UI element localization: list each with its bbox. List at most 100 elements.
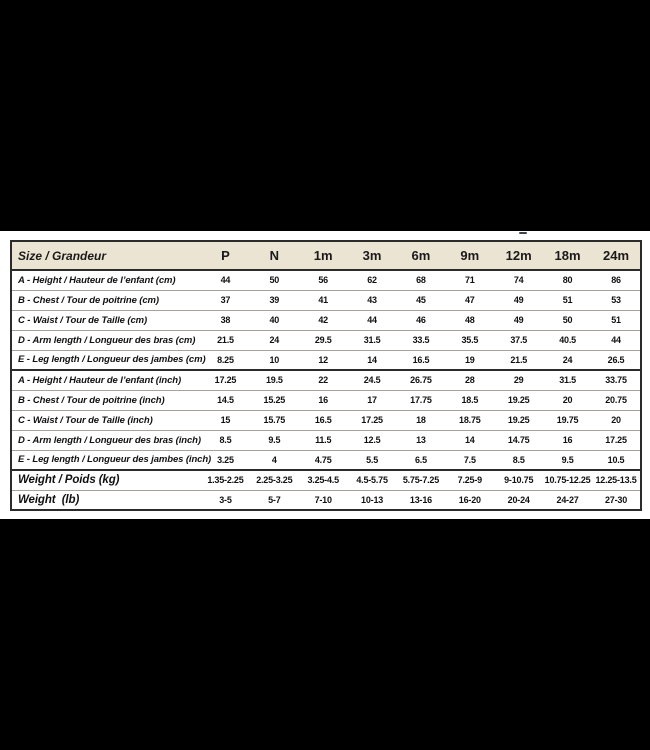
value-cell: 9.5 xyxy=(249,429,299,450)
size-chart-strip: Size / Grandeur P N 1m 3m 6m 9m 12m 18m 24m A - … xyxy=(0,231,650,519)
row-label: A - Height / Hauteur de l’enfant (inch) xyxy=(11,369,201,390)
value-cell: 51 xyxy=(592,309,641,330)
value-cell: 4.5-5.75 xyxy=(347,469,397,490)
value-cell: 21.5 xyxy=(494,349,544,370)
value-cell: 16 xyxy=(543,429,592,450)
value-cell: 9-10.75 xyxy=(494,469,544,490)
value-cell: 50 xyxy=(543,309,592,330)
value-cell: 12.5 xyxy=(347,429,397,450)
value-cell: 19.25 xyxy=(494,389,544,410)
value-cell: 37.5 xyxy=(494,329,544,350)
value-cell: 37 xyxy=(201,289,250,310)
value-cell: 21.5 xyxy=(201,329,250,350)
value-cell: 1.35-2.25 xyxy=(201,469,250,490)
column-header-6m: 6m xyxy=(396,241,446,271)
column-header-12m: 12m xyxy=(494,241,544,271)
value-cell: 49 xyxy=(494,309,544,330)
value-cell: 7-10 xyxy=(298,489,348,510)
value-cell: 50 xyxy=(249,269,299,290)
value-cell: 35.5 xyxy=(445,329,495,350)
value-cell: 20 xyxy=(543,389,592,410)
value-cell: 26.5 xyxy=(592,349,641,370)
table-row: A - Height / Hauteur de l’enfant (cm) 44 5… xyxy=(11,269,641,290)
value-cell: 47 xyxy=(445,289,495,310)
value-cell: 22 xyxy=(298,369,348,390)
row-label: D - Arm length / Longueur des bras (inch… xyxy=(11,429,201,450)
table-row: B - Chest / Tour de poitrine (inch) 14.5 1… xyxy=(11,389,641,410)
value-cell: 38 xyxy=(201,309,250,330)
value-cell: 86 xyxy=(592,269,641,290)
value-cell: 3.25 xyxy=(201,449,250,470)
value-cell: 9.5 xyxy=(543,449,592,470)
value-cell: 10.5 xyxy=(592,449,641,470)
value-cell: 16-20 xyxy=(445,489,495,510)
value-cell: 45 xyxy=(396,289,446,310)
header-row: Size / Grandeur P N 1m 3m 6m 9m 12m 18m 24m xyxy=(11,241,641,271)
value-cell: 15.75 xyxy=(249,409,299,430)
value-cell: 8.25 xyxy=(201,349,250,370)
table-row: E - Leg length / Longueur des jambes (in… xyxy=(11,449,641,470)
value-cell: 28 xyxy=(445,369,495,390)
value-cell: 31.5 xyxy=(543,369,592,390)
value-cell: 17.25 xyxy=(347,409,397,430)
value-cell: 15.25 xyxy=(249,389,299,410)
table-row: B - Chest / Tour de poitrine (cm) 37 39 41 4… xyxy=(11,289,641,310)
row-label: E - Leg length / Longueur des jambes (in… xyxy=(11,449,211,470)
value-cell: 3-5 xyxy=(201,489,250,510)
value-cell: 17 xyxy=(347,389,397,410)
row-label: B - Chest / Tour de poitrine (cm) xyxy=(11,289,201,310)
value-cell: 16 xyxy=(298,389,348,410)
value-cell: 20-24 xyxy=(494,489,544,510)
value-cell: 14.5 xyxy=(201,389,250,410)
value-cell: 10.75-12.25 xyxy=(543,469,592,490)
value-cell: 24-27 xyxy=(543,489,592,510)
value-cell: 4.75 xyxy=(298,449,348,470)
value-cell: 5.5 xyxy=(347,449,397,470)
table-row: D - Arm length / Longueur des bras (cm) 2… xyxy=(11,329,641,350)
row-label: Weight (lb) xyxy=(11,489,201,510)
value-cell: 40 xyxy=(249,309,299,330)
value-cell: 24.5 xyxy=(347,369,397,390)
value-cell: 33.5 xyxy=(396,329,446,350)
value-cell: 11.5 xyxy=(298,429,348,450)
value-cell: 18 xyxy=(396,409,446,430)
value-cell: 5.75-7.25 xyxy=(396,469,446,490)
value-cell: 51 xyxy=(543,289,592,310)
value-cell: 16.5 xyxy=(298,409,348,430)
row-label: B - Chest / Tour de poitrine (inch) xyxy=(11,389,201,410)
value-cell: 17.25 xyxy=(592,429,641,450)
value-cell: 20.75 xyxy=(592,389,641,410)
value-cell: 14.75 xyxy=(494,429,544,450)
value-cell: 44 xyxy=(347,309,397,330)
value-cell: 16.5 xyxy=(396,349,446,370)
value-cell: 13-16 xyxy=(396,489,446,510)
value-cell: 20 xyxy=(592,409,641,430)
value-cell: 7.25-9 xyxy=(445,469,495,490)
value-cell: 19.75 xyxy=(543,409,592,430)
value-cell: 17.25 xyxy=(201,369,250,390)
row-label: Weight / Poids (kg) xyxy=(11,469,201,490)
table-head: Size / Grandeur P N 1m 3m 6m 9m 12m 18m 24m xyxy=(11,241,641,271)
column-header-1m: 1m xyxy=(298,241,348,271)
column-header-N: N xyxy=(249,241,299,271)
table-body: A - Height / Hauteur de l’enfant (cm) 44 5… xyxy=(11,269,641,510)
value-cell: 26.75 xyxy=(396,369,446,390)
table-row: D - Arm length / Longueur des bras (inch… xyxy=(11,429,641,450)
value-cell: 71 xyxy=(445,269,495,290)
value-cell: 8.5 xyxy=(494,449,544,470)
table-row: Weight (lb) 3-5 5-7 7-10 10-13 13-16 16-20 20-2… xyxy=(11,489,641,510)
value-cell: 39 xyxy=(249,289,299,310)
value-cell: 18.5 xyxy=(445,389,495,410)
value-cell: 18.75 xyxy=(445,409,495,430)
value-cell: 44 xyxy=(592,329,641,350)
row-label: E - Leg length / Longueur des jambes (cm… xyxy=(11,349,206,370)
value-cell: 2.25-3.25 xyxy=(249,469,299,490)
value-cell: 46 xyxy=(396,309,446,330)
value-cell: 24 xyxy=(543,349,592,370)
value-cell: 4 xyxy=(249,449,299,470)
size-chart-table: Size / Grandeur P N 1m 3m 6m 9m 12m 18m 24m A - … xyxy=(10,240,642,511)
value-cell: 29.5 xyxy=(298,329,348,350)
value-cell: 5-7 xyxy=(249,489,299,510)
value-cell: 74 xyxy=(494,269,544,290)
